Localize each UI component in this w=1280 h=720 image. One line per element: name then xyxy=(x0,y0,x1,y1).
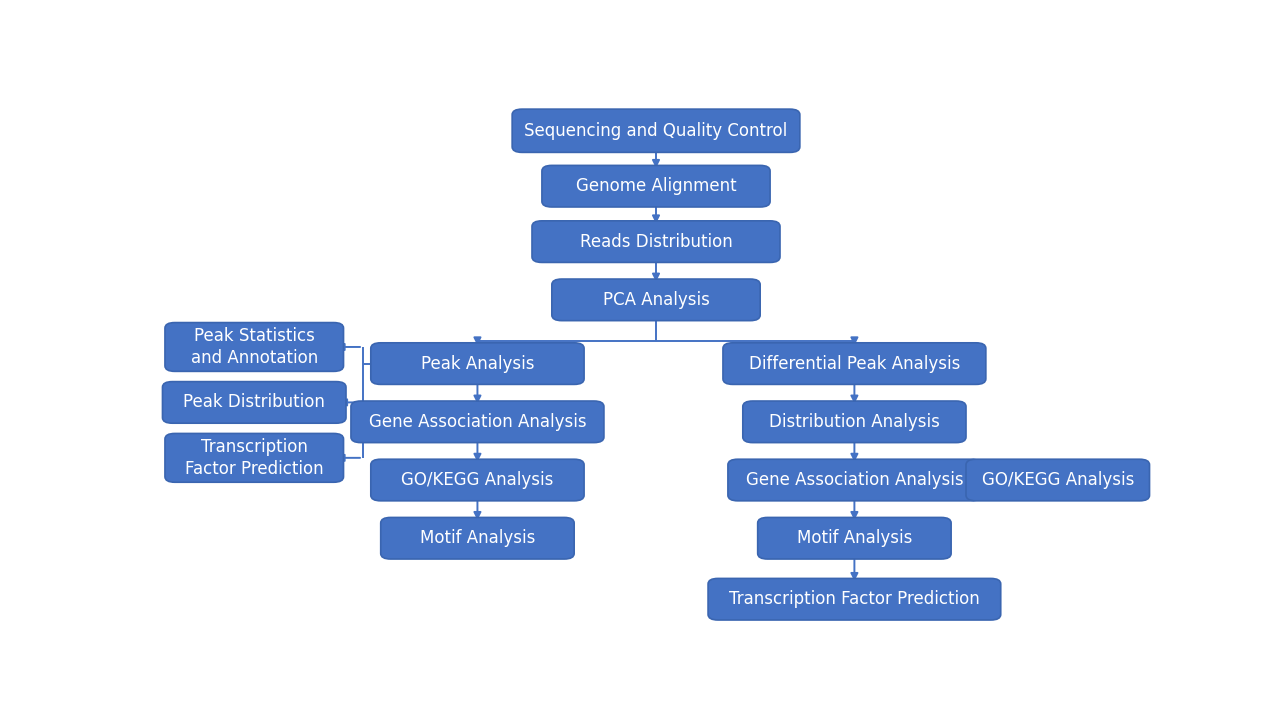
FancyBboxPatch shape xyxy=(966,459,1149,501)
FancyBboxPatch shape xyxy=(380,518,575,559)
FancyBboxPatch shape xyxy=(742,401,966,443)
FancyBboxPatch shape xyxy=(728,459,980,501)
Text: Peak Analysis: Peak Analysis xyxy=(421,354,534,373)
Text: GO/KEGG Analysis: GO/KEGG Analysis xyxy=(982,471,1134,489)
Text: GO/KEGG Analysis: GO/KEGG Analysis xyxy=(401,471,554,489)
Text: Transcription Factor Prediction: Transcription Factor Prediction xyxy=(730,590,979,608)
FancyBboxPatch shape xyxy=(371,343,584,384)
FancyBboxPatch shape xyxy=(541,166,771,207)
Text: Peak Statistics
and Annotation: Peak Statistics and Annotation xyxy=(191,327,317,367)
FancyBboxPatch shape xyxy=(371,459,584,501)
Text: Motif Analysis: Motif Analysis xyxy=(796,529,913,547)
FancyBboxPatch shape xyxy=(532,221,780,262)
FancyBboxPatch shape xyxy=(351,401,604,443)
Text: Motif Analysis: Motif Analysis xyxy=(420,529,535,547)
Text: Peak Distribution: Peak Distribution xyxy=(183,393,325,411)
FancyBboxPatch shape xyxy=(723,343,986,384)
FancyBboxPatch shape xyxy=(552,279,760,320)
FancyBboxPatch shape xyxy=(758,518,951,559)
Text: Reads Distribution: Reads Distribution xyxy=(580,233,732,251)
Text: Gene Association Analysis: Gene Association Analysis xyxy=(369,413,586,431)
Text: Genome Alignment: Genome Alignment xyxy=(576,177,736,195)
FancyBboxPatch shape xyxy=(165,323,343,372)
FancyBboxPatch shape xyxy=(163,382,346,423)
FancyBboxPatch shape xyxy=(165,433,343,482)
Text: Sequencing and Quality Control: Sequencing and Quality Control xyxy=(525,122,787,140)
Text: Distribution Analysis: Distribution Analysis xyxy=(769,413,940,431)
FancyBboxPatch shape xyxy=(512,109,800,153)
Text: PCA Analysis: PCA Analysis xyxy=(603,291,709,309)
Text: Gene Association Analysis: Gene Association Analysis xyxy=(745,471,964,489)
FancyBboxPatch shape xyxy=(708,578,1001,620)
Text: Transcription
Factor Prediction: Transcription Factor Prediction xyxy=(184,438,324,478)
Text: Differential Peak Analysis: Differential Peak Analysis xyxy=(749,354,960,373)
